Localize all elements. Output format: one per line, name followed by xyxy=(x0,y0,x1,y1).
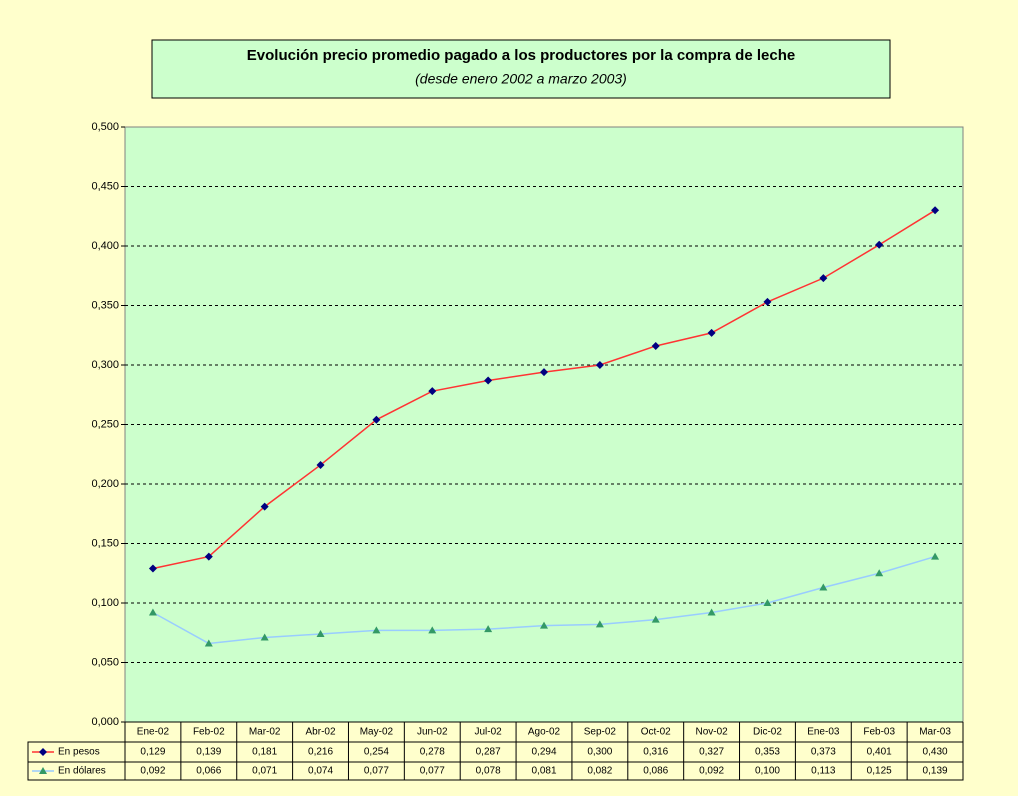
data-point xyxy=(428,387,437,396)
table-value: 0,181 xyxy=(252,747,277,758)
chart-subtitle: (desde enero 2002 a marzo 2003) xyxy=(415,71,627,87)
table-value: 0,113 xyxy=(811,766,836,777)
x-tick-label: Dic-02 xyxy=(753,727,782,738)
table-value: 0,077 xyxy=(420,766,445,777)
y-tick-label: 0,350 xyxy=(91,299,119,311)
plot-area xyxy=(124,126,964,723)
data-point xyxy=(372,626,381,634)
data-point xyxy=(651,615,660,623)
y-tick-label: 0,250 xyxy=(91,418,119,430)
data-point xyxy=(484,376,493,385)
legend-label: En pesos xyxy=(58,747,100,758)
data-point xyxy=(540,621,548,629)
table-value: 0,353 xyxy=(755,747,780,758)
table-value: 0,081 xyxy=(531,766,556,777)
table-value: 0,100 xyxy=(755,766,780,777)
y-tick-label: 0,400 xyxy=(91,240,119,252)
data-point xyxy=(316,629,325,637)
data-point xyxy=(651,341,660,350)
table-value: 0,082 xyxy=(587,766,612,777)
table-value: 0,077 xyxy=(364,766,389,777)
data-point xyxy=(931,206,940,215)
data-point xyxy=(931,552,940,560)
x-tick-label: Feb-03 xyxy=(863,727,895,738)
data-point xyxy=(763,599,772,606)
x-tick-label: Ene-03 xyxy=(807,727,840,738)
data-point xyxy=(875,240,884,249)
chart-title: Evolución precio promedio pagado a los p… xyxy=(247,47,795,64)
data-point xyxy=(595,620,604,628)
y-tick-label: 0,450 xyxy=(91,180,119,192)
table-value: 0,139 xyxy=(196,747,221,758)
legend-label: En dólares xyxy=(58,766,106,777)
table-value: 0,373 xyxy=(811,747,836,758)
data-point xyxy=(707,328,716,337)
data-point xyxy=(819,274,828,283)
data-point xyxy=(819,583,828,591)
x-tick-label: Nov-02 xyxy=(695,727,728,738)
y-tick-label: 0,000 xyxy=(91,716,119,728)
x-tick-label: May-02 xyxy=(360,727,394,738)
table-value: 0,216 xyxy=(308,747,333,758)
table-value: 0,430 xyxy=(923,747,948,758)
title-box xyxy=(151,39,891,99)
x-tick-label: Abr-02 xyxy=(306,727,336,738)
data-point xyxy=(484,625,493,633)
x-tick-label: Sep-02 xyxy=(584,727,617,738)
table-value: 0,066 xyxy=(196,766,221,777)
x-tick-label: Oct-02 xyxy=(641,727,671,738)
table-value: 0,092 xyxy=(699,766,724,777)
x-tick-label: Ago-02 xyxy=(528,727,561,738)
y-tick-label: 0,100 xyxy=(91,597,119,609)
y-tick-label: 0,500 xyxy=(91,121,119,133)
x-tick-label: Mar-03 xyxy=(919,727,951,738)
data-point xyxy=(540,368,548,377)
y-tick-label: 0,150 xyxy=(91,537,119,549)
data-point xyxy=(316,460,325,469)
table-value: 0,125 xyxy=(867,766,892,777)
data-point xyxy=(372,415,381,424)
table-value: 0,300 xyxy=(587,747,612,758)
x-tick-label: Jul-02 xyxy=(475,727,503,738)
data-point xyxy=(260,502,269,511)
y-tick-label: 0,050 xyxy=(91,656,119,668)
table-value: 0,278 xyxy=(420,747,445,758)
data-point xyxy=(260,633,269,641)
table-value: 0,327 xyxy=(699,747,724,758)
data-point xyxy=(875,569,884,577)
data-point xyxy=(707,608,716,616)
table-value: 0,401 xyxy=(867,747,892,758)
table-value: 0,129 xyxy=(140,747,165,758)
x-tick-label: Feb-02 xyxy=(193,727,225,738)
data-point xyxy=(148,608,157,616)
y-tick-label: 0,300 xyxy=(91,359,119,371)
x-tick-label: Mar-02 xyxy=(249,727,281,738)
table-value: 0,071 xyxy=(252,766,277,777)
table-value: 0,086 xyxy=(643,766,668,777)
data-point xyxy=(204,639,213,647)
table-value: 0,078 xyxy=(476,766,501,777)
table-value: 0,092 xyxy=(140,766,165,777)
data-point xyxy=(428,626,437,634)
data-point xyxy=(148,564,157,573)
table-value: 0,294 xyxy=(531,747,556,758)
legend-marker xyxy=(39,767,47,774)
table-value: 0,316 xyxy=(643,747,668,758)
y-tick-label: 0,200 xyxy=(91,478,119,490)
table-value: 0,287 xyxy=(476,747,501,758)
table-value: 0,074 xyxy=(308,766,333,777)
data-point xyxy=(595,361,604,369)
legend-marker xyxy=(39,748,47,756)
x-tick-label: Ene-02 xyxy=(137,727,170,738)
table-value: 0,139 xyxy=(923,766,948,777)
data-point xyxy=(204,552,213,561)
data-point xyxy=(763,297,772,306)
table-value: 0,254 xyxy=(364,747,389,758)
x-tick-label: Jun-02 xyxy=(417,727,448,738)
